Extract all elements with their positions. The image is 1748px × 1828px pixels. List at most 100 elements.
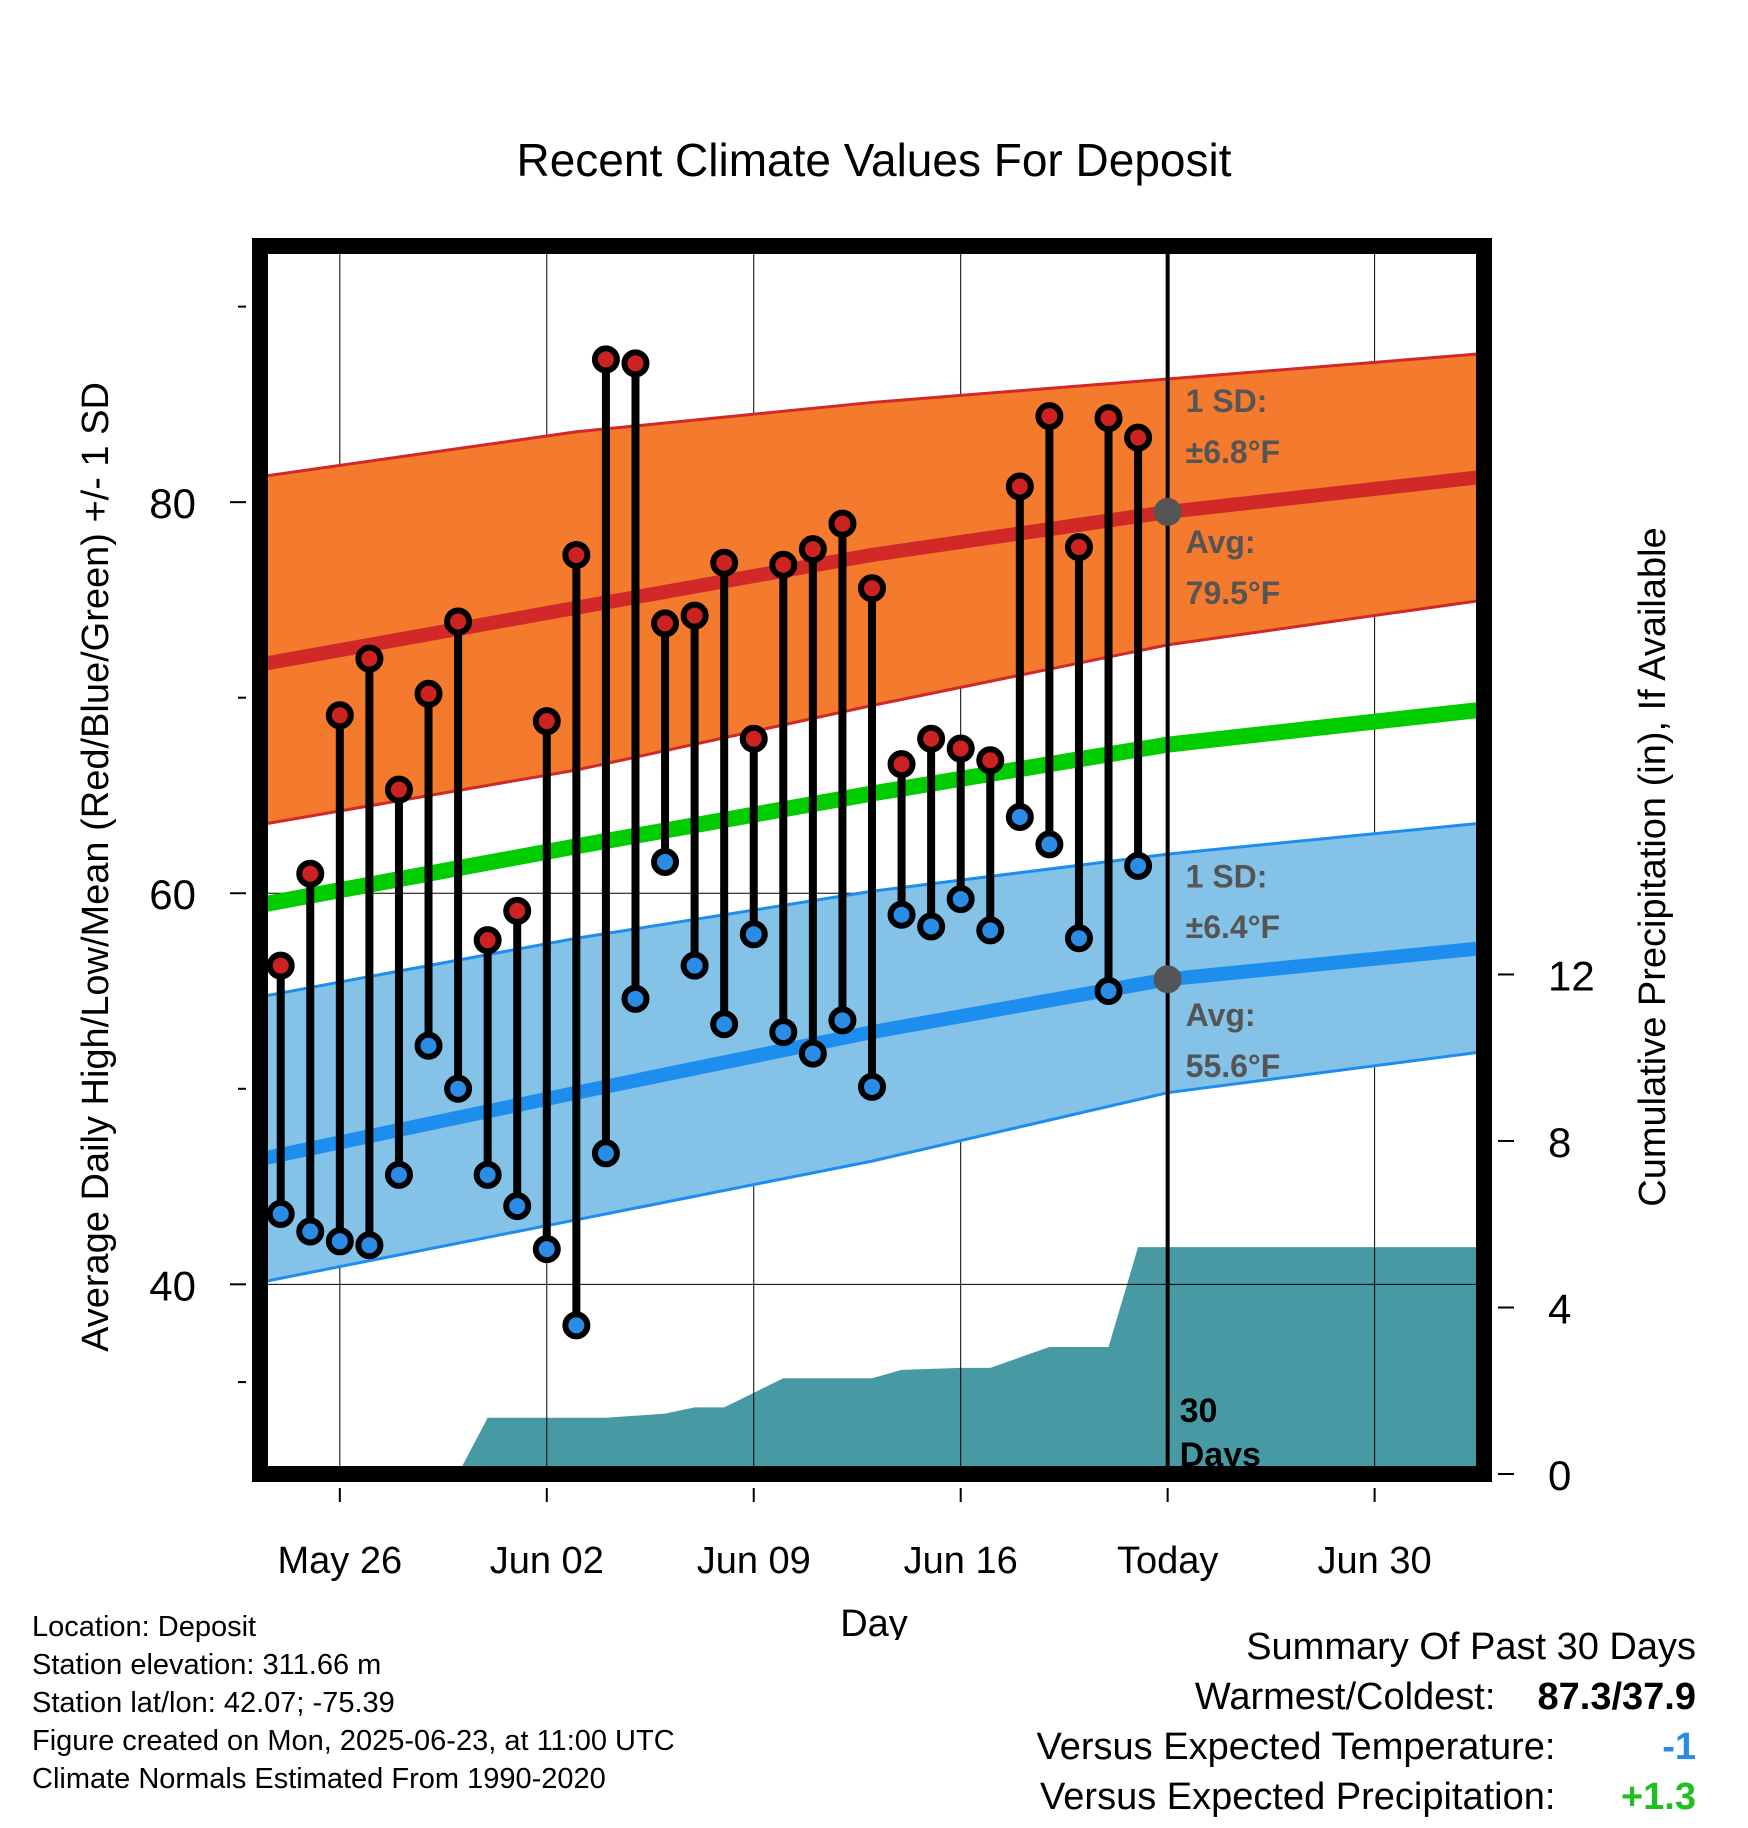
temp-value: -1 [1662, 1726, 1696, 1768]
daily-high-point [739, 724, 768, 753]
daily-low-point [1005, 802, 1034, 831]
daily-low-point [1124, 851, 1153, 880]
temp-row: Versus Expected Temperature: -1 [1037, 1722, 1696, 1772]
daily-high-point [651, 609, 680, 638]
daily-high-point [266, 951, 295, 980]
daily-low-point [532, 1235, 561, 1264]
daily-low-point [562, 1311, 591, 1340]
high-sd-value: ±6.8°F [1186, 434, 1280, 470]
daily-low-point [414, 1031, 443, 1060]
daily-high-point [1064, 533, 1093, 562]
station-info: Location: Deposit Station elevation: 311… [32, 1608, 675, 1798]
y-tick-label-left: 60 [149, 871, 196, 918]
daily-high-point [710, 548, 739, 577]
x-tick-label: Jun 30 [1318, 1540, 1432, 1582]
y-axis-label-left: Average Daily High/Low/Mean (Red/Blue/Gr… [75, 382, 117, 1352]
daily-low-point [1064, 924, 1093, 953]
high-sd-label: 1 SD: [1186, 383, 1268, 419]
daily-low-point [355, 1231, 384, 1260]
daily-low-point [976, 916, 1005, 945]
y-tick-label-left: 80 [149, 480, 196, 527]
today-high-avg-point [1153, 497, 1182, 526]
daily-high-point [858, 574, 886, 603]
daily-low-point [858, 1072, 886, 1101]
daily-high-point [1035, 402, 1064, 431]
x-tick-label: Jun 09 [697, 1540, 811, 1582]
daily-high-point [680, 601, 709, 630]
plot-interior: 1 SD: ±6.8°F Avg: 79.5°F 1 SD: ±6.4°F Avg: 55.6… [260, 246, 1484, 1474]
daily-high-point [384, 775, 413, 804]
high-avg-value: 79.5°F [1186, 575, 1281, 611]
daily-low-point [798, 1039, 827, 1068]
daily-low-point [325, 1227, 354, 1256]
x-tick-label: May 26 [278, 1540, 403, 1582]
summary-heading: Summary Of Past 30 Days [1246, 1626, 1696, 1668]
y-tick-label-right: 8 [1548, 1119, 1571, 1166]
low-sd-label: 1 SD: [1186, 858, 1268, 894]
daily-high-point [917, 724, 946, 753]
daily-low-point [296, 1217, 325, 1246]
created-text: Figure created on Mon, 2025-06-23, at 11… [32, 1725, 675, 1757]
daily-low-point [917, 912, 946, 941]
daily-low-point [828, 1006, 857, 1035]
precip-area [260, 1247, 1484, 1474]
daily-high-point [798, 535, 827, 564]
warm-cold-value: 87.3/37.9 [1537, 1676, 1696, 1718]
daily-high-point [296, 859, 325, 888]
daily-high-point [473, 926, 502, 955]
normals-text: Climate Normals Estimated From 1990-2020 [32, 1763, 606, 1795]
daily-low-point [946, 885, 975, 914]
daily-low-point [680, 951, 709, 980]
daily-low-point [1094, 977, 1123, 1006]
high-normal-upper-edge [260, 352, 1484, 479]
daily-low-point [739, 920, 768, 949]
warm-cold-label: Warmest/Coldest: [1194, 1676, 1496, 1718]
daily-high-point [355, 644, 384, 673]
low-normal-lower-edge [260, 1050, 1484, 1284]
y-axis-label-right: Cumulative Precipitation (in), If Availa… [1632, 527, 1674, 1206]
y-tick-label-right: 4 [1548, 1285, 1571, 1332]
daily-low-point [266, 1199, 295, 1228]
warm-cold-row: Warmest/Coldest: 87.3/37.9 [1037, 1672, 1696, 1722]
precip-row: Versus Expected Precipitation: +1.3 [1037, 1772, 1696, 1822]
climate-chart: Recent Climate Values For Deposit 1 SD: ±… [75, 134, 1674, 1640]
plot-area: 1 SD: ±6.8°F Avg: 79.5°F 1 SD: ±6.4°F Avg: 55.6… [149, 238, 1595, 1582]
daily-low-point [769, 1018, 798, 1047]
daily-high-point [1124, 423, 1153, 452]
latlon-text: Station lat/lon: 42.07; -75.39 [32, 1687, 395, 1719]
daily-low-point [710, 1010, 739, 1039]
daily-low-point [473, 1160, 502, 1189]
daily-high-point [1094, 404, 1123, 433]
daily-low-point [887, 900, 916, 929]
daily-high-point [621, 349, 650, 378]
daily-high-point [946, 734, 975, 763]
daily-high-point [503, 896, 532, 925]
y-tick-label-right: 0 [1548, 1452, 1571, 1499]
daily-high-point [562, 540, 591, 569]
y-tick-label-right: 12 [1548, 952, 1595, 999]
daily-high-point [444, 607, 473, 636]
daily-high-point [414, 679, 443, 708]
today-label-line1: 30 [1180, 1392, 1218, 1430]
daily-high-point [887, 750, 916, 779]
daily-low-point [1035, 830, 1064, 859]
daily-high-point [828, 509, 857, 538]
x-tick-label: Jun 02 [490, 1540, 604, 1582]
y-tick-label-left: 40 [149, 1262, 196, 1309]
low-sd-value: ±6.4°F [1186, 909, 1280, 945]
elevation-text: Station elevation: 311.66 m [32, 1649, 382, 1681]
daily-low-point [651, 847, 680, 876]
daily-low-point [591, 1139, 620, 1168]
daily-high-point [532, 707, 561, 736]
daily-high-point [325, 701, 354, 730]
precip-value: +1.3 [1620, 1776, 1696, 1818]
x-axis-label: Day [840, 1603, 908, 1640]
chart-title: Recent Climate Values For Deposit [517, 134, 1232, 186]
daily-high-point [591, 345, 620, 374]
daily-low-point [444, 1074, 473, 1103]
today-low-avg-point [1153, 965, 1182, 994]
x-tick-label: Jun 16 [904, 1540, 1018, 1582]
summary-panel: Summary Of Past 30 Days Warmest/Coldest:… [1037, 1622, 1696, 1822]
daily-low-point [384, 1160, 413, 1189]
daily-high-point [769, 550, 798, 579]
